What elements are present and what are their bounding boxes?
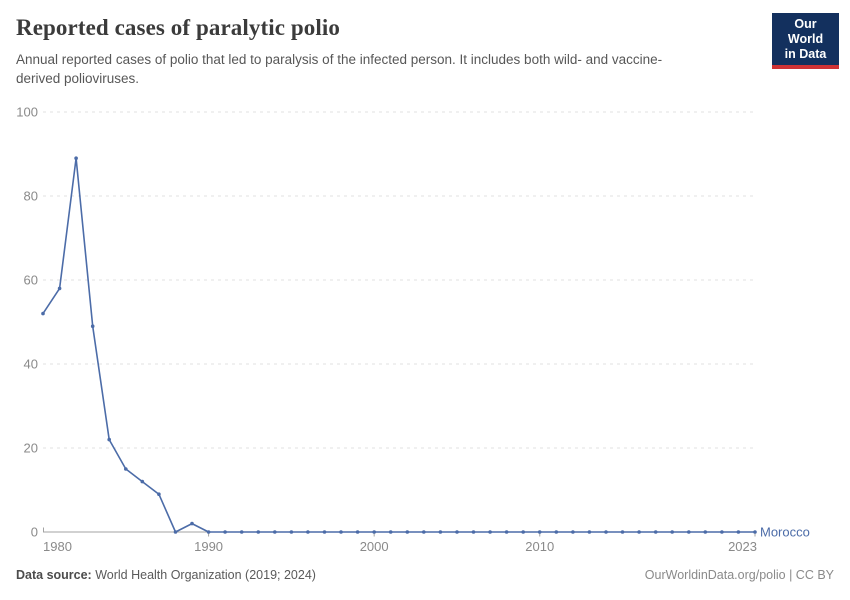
y-tick-label-60: 60 bbox=[24, 273, 38, 288]
data-point-1980[interactable] bbox=[41, 311, 45, 316]
y-tick-label-20: 20 bbox=[24, 441, 38, 456]
data-point-1981[interactable] bbox=[57, 286, 62, 291]
data-point-1987[interactable] bbox=[157, 492, 161, 497]
data-point-1993[interactable] bbox=[256, 530, 261, 534]
license-link[interactable]: OurWorldinData.org/polio | CC BY bbox=[644, 568, 834, 582]
data-point-2010[interactable] bbox=[537, 530, 542, 534]
data-point-2008[interactable] bbox=[504, 530, 509, 534]
data-point-2022[interactable] bbox=[736, 530, 741, 534]
data-point-2017[interactable] bbox=[653, 530, 658, 534]
owid-logo-box: Our World in Data bbox=[772, 13, 839, 65]
data-point-1998[interactable] bbox=[339, 530, 343, 534]
data-point-1985[interactable] bbox=[124, 467, 128, 471]
chart-footer: Data source: World Health Organization (… bbox=[16, 568, 834, 582]
data-point-1983[interactable] bbox=[90, 324, 95, 329]
data-source-label: Data source: bbox=[16, 568, 92, 582]
series-line-morocco[interactable] bbox=[42, 157, 755, 533]
data-point-2012[interactable] bbox=[571, 530, 575, 534]
data-point-1982[interactable] bbox=[74, 156, 78, 160]
data-point-1990[interactable] bbox=[206, 530, 211, 534]
series-label-morocco[interactable]: Morocco bbox=[760, 525, 810, 540]
owid-logo[interactable]: Our World in Data bbox=[772, 13, 839, 69]
data-point-1994[interactable] bbox=[273, 530, 277, 534]
x-tick-label-2000: 2000 bbox=[360, 539, 389, 554]
data-point-2015[interactable] bbox=[620, 530, 625, 534]
x-tick-label-2010: 2010 bbox=[525, 539, 554, 554]
owid-logo-accent-bar bbox=[772, 65, 839, 69]
data-point-2003[interactable] bbox=[422, 530, 426, 534]
data-point-2020[interactable] bbox=[703, 530, 708, 534]
data-point-2019[interactable] bbox=[687, 530, 691, 534]
data-point-2005[interactable] bbox=[455, 530, 459, 534]
data-point-2002[interactable] bbox=[405, 530, 410, 534]
y-tick-label-80: 80 bbox=[24, 189, 38, 204]
data-point-1999[interactable] bbox=[355, 530, 360, 534]
data-point-2014[interactable] bbox=[604, 530, 608, 534]
data-point-2006[interactable] bbox=[471, 530, 476, 534]
data-point-2000[interactable] bbox=[372, 530, 377, 534]
data-point-2009[interactable] bbox=[521, 530, 525, 534]
data-point-2001[interactable] bbox=[388, 530, 393, 534]
data-point-1989[interactable] bbox=[190, 521, 194, 526]
x-tick-label-1990: 1990 bbox=[194, 539, 223, 554]
data-point-2018[interactable] bbox=[670, 530, 674, 534]
data-point-2004[interactable] bbox=[438, 530, 443, 534]
data-point-2023[interactable] bbox=[753, 530, 757, 534]
page-title: Reported cases of paralytic polio bbox=[16, 15, 340, 40]
chart-header: Reported cases of paralytic polio Annual… bbox=[16, 15, 760, 88]
owid-logo-line2: in Data bbox=[784, 47, 827, 61]
x-tick-label-2023: 2023 bbox=[728, 539, 757, 554]
data-source-note: Data source: World Health Organization (… bbox=[16, 568, 316, 582]
y-tick-label-100: 100 bbox=[16, 105, 38, 120]
data-point-2011[interactable] bbox=[554, 530, 559, 534]
data-point-1996[interactable] bbox=[306, 530, 310, 534]
data-point-2016[interactable] bbox=[637, 530, 641, 534]
owid-logo-line1: Our World bbox=[787, 17, 824, 46]
x-tick-label-1980: 1980 bbox=[43, 539, 72, 554]
chart-subtitle: Annual reported cases of polio that led … bbox=[16, 52, 663, 86]
data-source-text: World Health Organization (2019; 2024) bbox=[91, 568, 316, 582]
data-point-1988[interactable] bbox=[173, 530, 178, 534]
data-point-2021[interactable] bbox=[720, 530, 724, 534]
data-point-1991[interactable] bbox=[223, 530, 227, 534]
data-point-1992[interactable] bbox=[239, 530, 244, 534]
data-point-1986[interactable] bbox=[140, 479, 145, 484]
data-point-1997[interactable] bbox=[322, 530, 327, 534]
y-tick-label-0: 0 bbox=[31, 525, 38, 540]
y-tick-label-40: 40 bbox=[24, 357, 38, 372]
data-point-2013[interactable] bbox=[587, 530, 592, 534]
data-point-1984[interactable] bbox=[107, 437, 111, 442]
data-point-1995[interactable] bbox=[289, 530, 294, 534]
data-point-2007[interactable] bbox=[488, 530, 492, 534]
